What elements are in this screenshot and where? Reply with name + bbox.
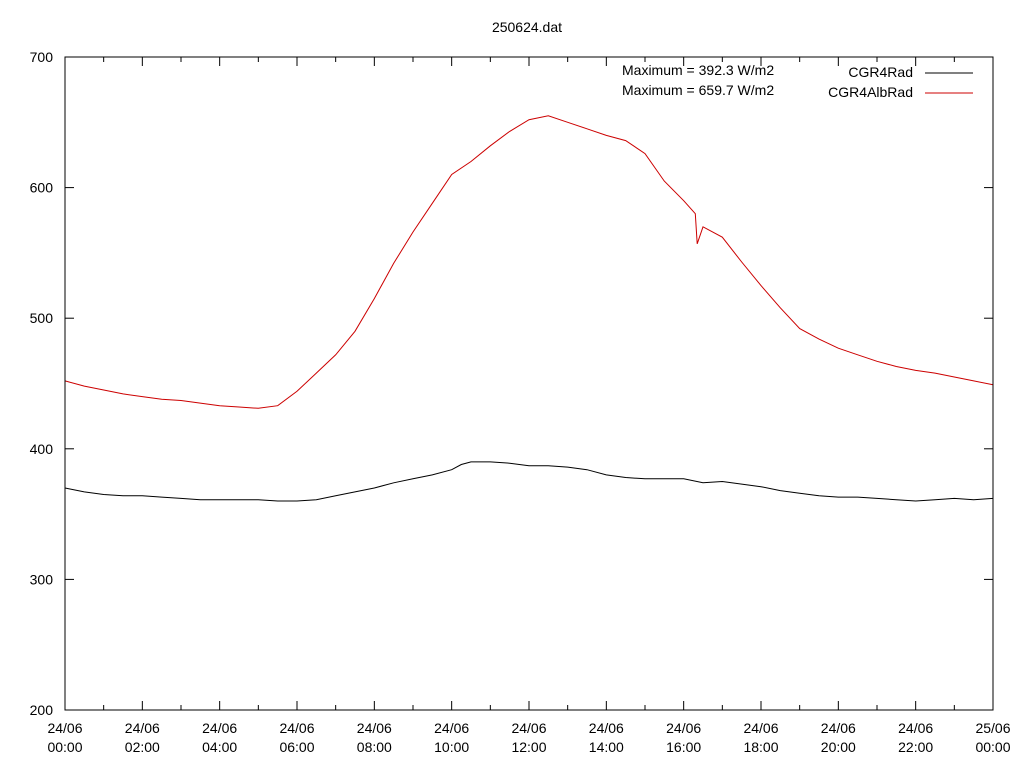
y-tick-label: 700 xyxy=(30,49,54,65)
x-tick-label-time: 06:00 xyxy=(279,739,314,755)
x-tick-label-time: 08:00 xyxy=(357,739,392,755)
x-tick-label-date: 24/06 xyxy=(357,720,392,736)
chart-title: 250624.dat xyxy=(492,19,562,35)
x-tick-label-date: 24/06 xyxy=(202,720,237,736)
x-tick-label-time: 10:00 xyxy=(434,739,469,755)
y-axis-ticks: 200 300 400 500 600 700 xyxy=(30,49,993,718)
annotation-max-2: Maximum = 659.7 W/m2 xyxy=(622,82,774,98)
x-tick-label-time: 20:00 xyxy=(821,739,856,755)
x-tick-label-date: 24/06 xyxy=(47,720,82,736)
x-tick-label-time: 22:00 xyxy=(898,739,933,755)
x-tick-label-time: 02:00 xyxy=(125,739,160,755)
y-tick-label: 500 xyxy=(30,310,54,326)
x-tick-label-time: 14:00 xyxy=(589,739,624,755)
y-tick-label: 300 xyxy=(30,571,54,587)
series-line-cgr4albrad xyxy=(64,115,994,409)
x-tick-label-time: 16:00 xyxy=(666,739,701,755)
x-tick-label-date: 24/06 xyxy=(125,720,160,736)
x-tick-label-date: 24/06 xyxy=(434,720,469,736)
x-tick-label-date: 25/06 xyxy=(975,720,1010,736)
x-tick-label-time: 12:00 xyxy=(511,739,546,755)
y-tick-label: 600 xyxy=(30,180,54,196)
plot-frame xyxy=(64,56,994,711)
x-tick-label-date: 24/06 xyxy=(279,720,314,736)
annotation-max-1: Maximum = 392.3 W/m2 xyxy=(622,62,774,78)
x-tick-label-date: 24/06 xyxy=(666,720,701,736)
y-tick-label: 400 xyxy=(30,441,54,457)
series-line-cgr4rad xyxy=(64,461,994,502)
x-tick-label-date: 24/06 xyxy=(511,720,546,736)
x-tick-label-date: 24/06 xyxy=(898,720,933,736)
x-tick-label-time: 18:00 xyxy=(743,739,778,755)
x-axis-ticks: 24/06 00:00 24/06 02:00 24/06 04:00 24/06 06:00… xyxy=(47,57,1011,755)
x-tick-label-time: 00:00 xyxy=(47,739,82,755)
legend-label-cgr4albrad: CGR4AlbRad xyxy=(828,84,913,100)
series-lines xyxy=(64,115,994,502)
x-tick-label-date: 24/06 xyxy=(821,720,856,736)
x-tick-label-time: 00:00 xyxy=(975,739,1010,755)
x-tick-label-date: 24/06 xyxy=(589,720,624,736)
x-tick-label-date: 24/06 xyxy=(743,720,778,736)
legend-label-cgr4rad: CGR4Rad xyxy=(848,64,913,80)
y-tick-label: 200 xyxy=(30,702,54,718)
x-tick-label-time: 04:00 xyxy=(202,739,237,755)
legend: CGR4Rad CGR4AlbRad xyxy=(828,64,973,100)
